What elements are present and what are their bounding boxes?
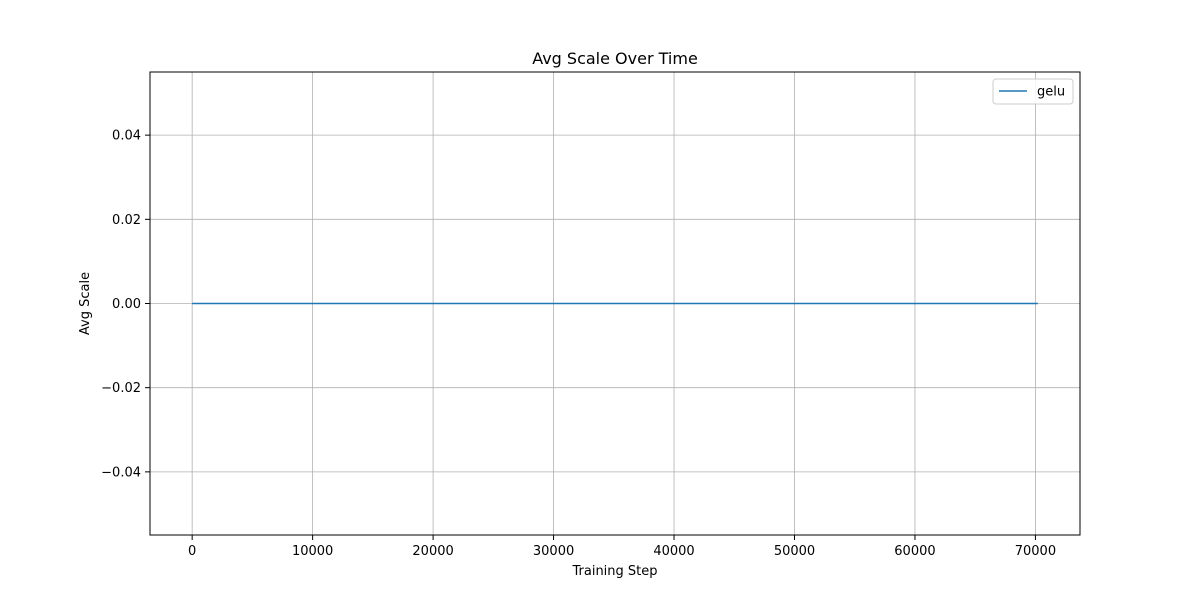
y-tick-label: 0.00 bbox=[112, 297, 141, 312]
legend-label-gelu: gelu bbox=[1037, 85, 1065, 100]
x-axis-label: Training Step bbox=[571, 564, 657, 579]
y-tick-label: −0.04 bbox=[101, 465, 141, 480]
x-tick-label: 20000 bbox=[412, 544, 453, 559]
chart-title: Avg Scale Over Time bbox=[532, 49, 698, 68]
legend-box bbox=[992, 78, 1074, 105]
x-tick-label: 0 bbox=[188, 544, 196, 559]
x-tick-label: 50000 bbox=[774, 544, 815, 559]
y-tick-label: −0.02 bbox=[101, 381, 141, 396]
x-tick-label: 60000 bbox=[894, 544, 935, 559]
y-axis-label: Avg Scale bbox=[78, 272, 93, 335]
x-tick-label: 30000 bbox=[533, 544, 574, 559]
y-tick-label: 0.02 bbox=[112, 213, 141, 228]
legend: gelu bbox=[992, 78, 1074, 105]
tick-layer: 0 10000 20000 30000 40000 50000 60000 70000 −0.0… bbox=[101, 129, 1056, 559]
x-tick-label: 40000 bbox=[653, 544, 694, 559]
x-tick-label: 70000 bbox=[1015, 544, 1056, 559]
y-tick-label: 0.04 bbox=[112, 129, 141, 144]
x-tick-label: 10000 bbox=[292, 544, 333, 559]
